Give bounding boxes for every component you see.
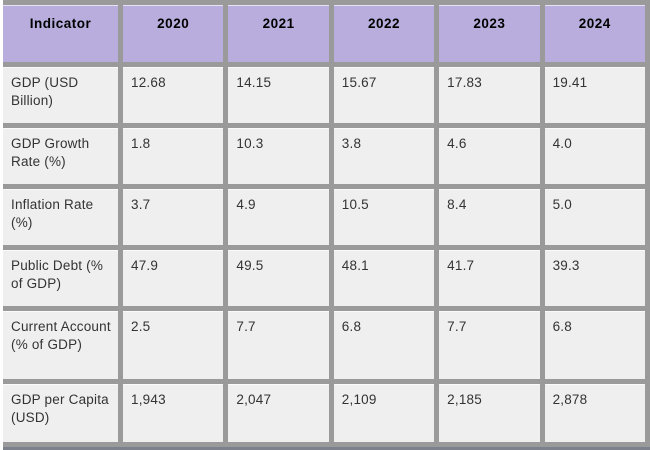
value-cell: 1.8	[123, 128, 224, 184]
indicator-cell: Current Account (% of GDP)	[3, 311, 118, 379]
value-cell: 47.9	[123, 250, 224, 306]
year-column-header-2021: 2021	[228, 5, 329, 62]
table-row: GDP (USD Billion) 12.68 14.15 15.67 17.83 19.…	[3, 67, 645, 123]
value-cell: 6.8	[333, 311, 435, 379]
table-row: GDP Growth Rate (%) 1.8 10.3 3.8 4.6 4.0	[3, 128, 645, 184]
value-cell: 1,943	[123, 384, 224, 442]
value-cell: 2,047	[228, 384, 329, 442]
value-cell: 3.7	[123, 189, 224, 245]
indicator-cell: GDP (USD Billion)	[3, 67, 118, 123]
table-body: GDP (USD Billion) 12.68 14.15 15.67 17.83 19.…	[3, 67, 645, 442]
value-cell: 10.3	[228, 128, 329, 184]
economic-indicators-table: Indicator 2020 2021 2022 2023 2024 GDP (USD B…	[3, 0, 650, 450]
value-cell: 39.3	[544, 250, 645, 306]
year-column-header-2022: 2022	[333, 5, 435, 62]
value-cell: 6.8	[544, 311, 645, 379]
value-cell: 2.5	[123, 311, 224, 379]
table-row: Current Account (% of GDP) 2.5 7.7 6.8 7.7 6.…	[3, 311, 645, 379]
table-row: Public Debt (% of GDP) 47.9 49.5 48.1 41.7 39…	[3, 250, 645, 306]
value-cell: 41.7	[439, 250, 540, 306]
value-cell: 8.4	[439, 189, 540, 245]
year-column-header-2024: 2024	[544, 5, 645, 62]
value-cell: 48.1	[333, 250, 435, 306]
value-cell: 7.7	[228, 311, 329, 379]
value-cell: 4.6	[439, 128, 540, 184]
value-cell: 14.15	[228, 67, 329, 123]
value-cell: 5.0	[544, 189, 645, 245]
indicator-column-header: Indicator	[3, 5, 118, 62]
value-cell: 4.0	[544, 128, 645, 184]
indicator-cell: Inflation Rate (%)	[3, 189, 118, 245]
value-cell: 3.8	[333, 128, 435, 184]
value-cell: 17.83	[439, 67, 540, 123]
value-cell: 2,878	[544, 384, 645, 442]
value-cell: 2,109	[333, 384, 435, 442]
value-cell: 49.5	[228, 250, 329, 306]
value-cell: 7.7	[439, 311, 540, 379]
indicator-cell: GDP per Capita (USD)	[3, 384, 118, 442]
value-cell: 15.67	[333, 67, 435, 123]
table-header-row: Indicator 2020 2021 2022 2023 2024	[3, 5, 645, 62]
year-column-header-2020: 2020	[123, 5, 224, 62]
value-cell: 10.5	[333, 189, 435, 245]
indicator-cell: GDP Growth Rate (%)	[3, 128, 118, 184]
value-cell: 4.9	[228, 189, 329, 245]
table-row: GDP per Capita (USD) 1,943 2,047 2,109 2,185…	[3, 384, 645, 442]
table-container: Indicator 2020 2021 2022 2023 2024 GDP (USD B…	[3, 0, 650, 450]
value-cell: 19.41	[544, 67, 645, 123]
table-row: Inflation Rate (%) 3.7 4.9 10.5 8.4 5.0	[3, 189, 645, 245]
value-cell: 12.68	[123, 67, 224, 123]
year-column-header-2023: 2023	[439, 5, 540, 62]
table-header: Indicator 2020 2021 2022 2023 2024	[3, 5, 645, 62]
value-cell: 2,185	[439, 384, 540, 442]
indicator-cell: Public Debt (% of GDP)	[3, 250, 118, 306]
